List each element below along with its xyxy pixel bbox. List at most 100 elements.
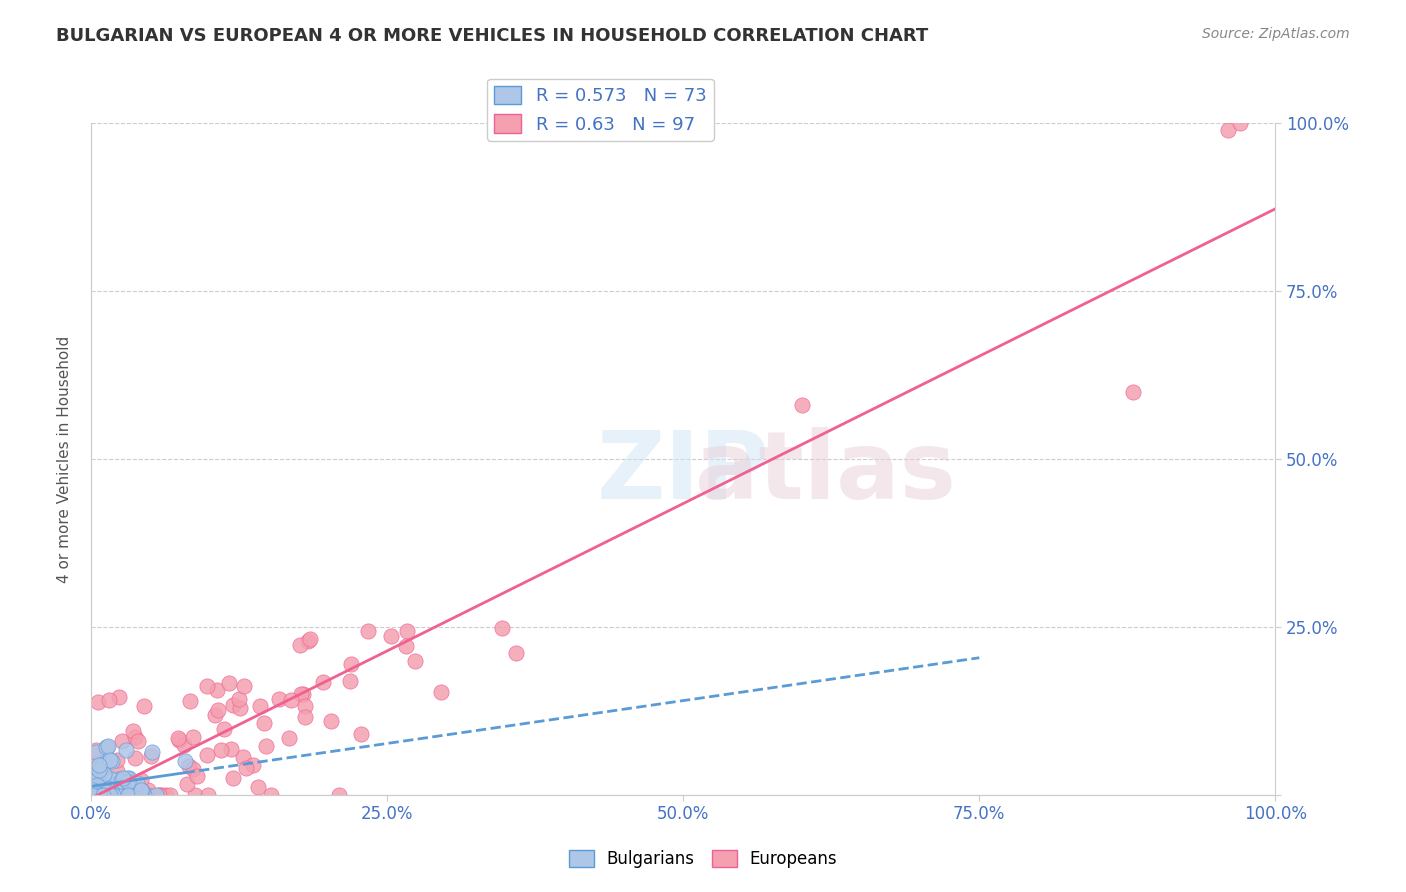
Europeans [124, 780, 146, 794]
Europeans [269, 692, 291, 706]
Bulgarians [96, 788, 118, 802]
Europeans [139, 748, 162, 763]
Europeans [204, 707, 226, 722]
Bulgarians [94, 753, 117, 767]
Text: Source: ZipAtlas.com: Source: ZipAtlas.com [1202, 27, 1350, 41]
Bulgarians [87, 774, 110, 789]
Europeans [129, 788, 152, 802]
Bulgarians [80, 788, 103, 802]
Europeans [395, 624, 418, 638]
Europeans [127, 734, 149, 748]
Y-axis label: 4 or more Vehicles in Household: 4 or more Vehicles in Household [58, 335, 72, 582]
Bulgarians [107, 772, 129, 786]
Bulgarians [87, 763, 110, 777]
Bulgarians [89, 788, 111, 802]
Bulgarians [96, 785, 118, 799]
Bulgarians [90, 788, 112, 802]
Europeans [195, 747, 218, 762]
Europeans [1216, 123, 1239, 137]
Europeans [124, 751, 146, 765]
Text: atlas: atlas [695, 426, 956, 518]
Bulgarians [100, 784, 122, 798]
Europeans [90, 768, 112, 782]
Europeans [179, 694, 201, 708]
Europeans [105, 764, 128, 778]
Europeans [222, 772, 245, 786]
Europeans [328, 788, 350, 802]
Bulgarians [134, 788, 156, 802]
Bulgarians [101, 754, 124, 768]
Bulgarians [98, 788, 121, 802]
Europeans [297, 633, 319, 648]
Bulgarians [100, 783, 122, 797]
Bulgarians [97, 739, 120, 754]
Europeans [205, 683, 228, 698]
Bulgarians [80, 788, 103, 802]
Bulgarians [84, 745, 107, 759]
Text: ZIP: ZIP [596, 426, 769, 518]
Europeans [357, 624, 380, 638]
Europeans [121, 783, 143, 797]
Europeans [125, 788, 148, 802]
Europeans [84, 743, 107, 757]
Europeans [380, 629, 402, 643]
Europeans [176, 777, 198, 791]
Bulgarians [87, 758, 110, 772]
Bulgarians [83, 776, 105, 790]
Legend: Bulgarians, Europeans: Bulgarians, Europeans [562, 843, 844, 875]
Europeans [184, 788, 207, 802]
Bulgarians [131, 784, 153, 798]
Bulgarians [115, 782, 138, 797]
Bulgarians [107, 788, 129, 802]
Bulgarians [117, 771, 139, 785]
Europeans [207, 703, 229, 717]
Europeans [186, 769, 208, 783]
Europeans [491, 621, 513, 635]
Europeans [340, 657, 363, 672]
Bulgarians [100, 772, 122, 787]
Europeans [167, 731, 190, 745]
Bulgarians [83, 780, 105, 795]
Bulgarians [87, 788, 110, 802]
Europeans [311, 675, 333, 690]
Europeans [105, 753, 128, 767]
Bulgarians [83, 788, 105, 802]
Europeans [131, 773, 153, 788]
Europeans [96, 740, 118, 755]
Bulgarians [121, 788, 143, 802]
Europeans [177, 759, 200, 773]
Europeans [212, 723, 235, 737]
Bulgarians [83, 774, 105, 789]
Europeans [247, 780, 270, 794]
Europeans [87, 695, 110, 709]
Bulgarians [93, 767, 115, 781]
Europeans [222, 698, 245, 713]
Bulgarians [82, 788, 104, 802]
Europeans [429, 685, 451, 699]
Europeans [294, 710, 316, 724]
Bulgarians [82, 787, 104, 801]
Europeans [173, 738, 195, 752]
Europeans [790, 399, 813, 413]
Europeans [134, 788, 156, 802]
Bulgarians [103, 788, 125, 802]
Europeans [159, 788, 181, 802]
Europeans [195, 679, 218, 693]
Bulgarians [145, 788, 167, 802]
Europeans [150, 788, 173, 802]
Bulgarians [97, 788, 120, 802]
Bulgarians [117, 775, 139, 789]
Bulgarians [80, 767, 103, 781]
Europeans [280, 693, 302, 707]
Bulgarians [110, 773, 132, 788]
Bulgarians [101, 773, 124, 788]
Bulgarians [96, 739, 118, 754]
Bulgarians [86, 779, 108, 793]
Europeans [299, 632, 322, 646]
Europeans [1122, 385, 1144, 400]
Bulgarians [111, 772, 134, 786]
Europeans [232, 749, 254, 764]
Europeans [350, 727, 373, 741]
Europeans [218, 675, 240, 690]
Bulgarians [82, 788, 104, 802]
